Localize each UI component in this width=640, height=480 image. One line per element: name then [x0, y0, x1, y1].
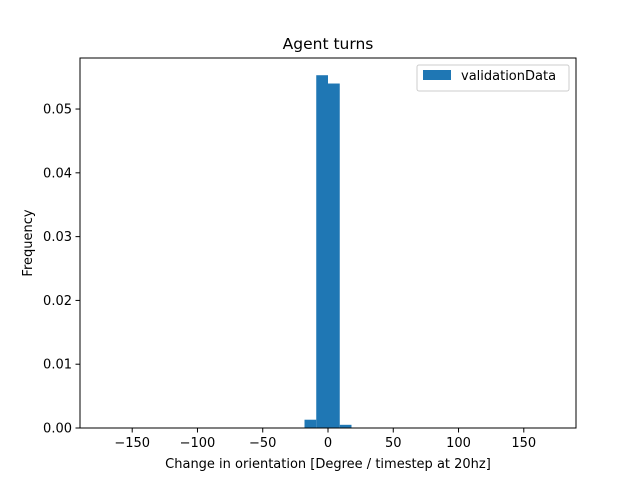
x-tick-label: −100	[180, 436, 216, 451]
x-tick-label: 0	[324, 436, 332, 451]
x-tick-label: 150	[511, 436, 536, 451]
chart-title: Agent turns	[283, 35, 374, 53]
y-tick-label: 0.00	[43, 422, 72, 437]
x-axis-label: Change in orientation [Degree / timestep…	[165, 457, 491, 472]
x-tick-label: 100	[446, 436, 471, 451]
y-tick-label: 0.04	[43, 166, 72, 181]
legend-swatch	[423, 70, 451, 80]
y-tick-label: 0.02	[43, 294, 72, 309]
y-axis-label: Frequency	[21, 209, 36, 276]
histogram-bar-1	[316, 75, 328, 428]
legend: validationData	[416, 64, 570, 92]
y-tick-label: 0.03	[43, 230, 72, 245]
x-axis-ticks: −150 −100 −50 0 50 100 150	[114, 428, 536, 451]
y-axis-ticks: 0.00 0.01 0.02 0.03 0.04 0.05	[43, 103, 80, 437]
bars-group	[304, 75, 352, 429]
x-tick-label: −50	[249, 436, 276, 451]
x-tick-label: 50	[385, 436, 402, 451]
histogram-bar-2	[328, 83, 340, 429]
y-tick-label: 0.01	[43, 358, 72, 373]
y-tick-label: 0.05	[43, 103, 72, 118]
x-tick-label: −150	[114, 436, 150, 451]
histogram-bar-0	[304, 419, 317, 428]
legend-box	[416, 64, 570, 92]
histogram-bar-3	[339, 424, 352, 428]
legend-label: validationData	[461, 69, 556, 84]
